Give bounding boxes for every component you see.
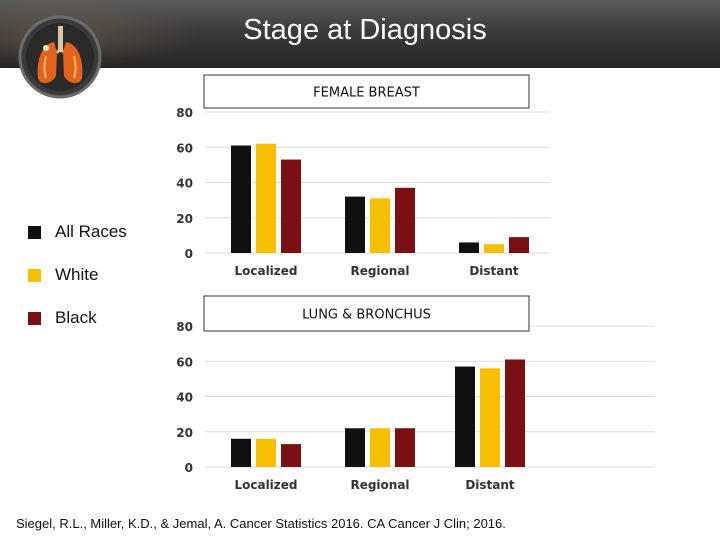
chart-title: LUNG & BRONCHUS bbox=[302, 308, 431, 323]
bar-distant-all-races bbox=[455, 366, 475, 467]
y-tick-label: 80 bbox=[176, 320, 193, 334]
bar-distant-all-races bbox=[459, 242, 479, 253]
y-tick-label: 20 bbox=[176, 426, 193, 440]
bar-distant-black bbox=[509, 237, 529, 253]
bar-localized-all-races bbox=[231, 145, 251, 253]
bar-distant-white bbox=[484, 244, 504, 253]
x-tick-label: Regional bbox=[350, 478, 409, 492]
legend-label-all-races: All Races bbox=[55, 222, 127, 241]
y-tick-label: 60 bbox=[176, 355, 193, 369]
y-tick-label: 0 bbox=[185, 461, 193, 475]
x-tick-label: Regional bbox=[350, 264, 409, 278]
y-tick-label: 20 bbox=[176, 212, 193, 226]
bar-localized-black bbox=[281, 444, 301, 467]
y-tick-label: 60 bbox=[176, 141, 193, 155]
legend-swatch-all-races bbox=[28, 226, 41, 239]
chart-title: FEMALE BREAST bbox=[313, 86, 420, 101]
header-bar bbox=[0, 0, 720, 68]
y-tick-label: 40 bbox=[176, 391, 193, 405]
bar-distant-black bbox=[505, 359, 525, 467]
bar-regional-all-races bbox=[345, 428, 365, 467]
y-tick-label: 0 bbox=[185, 247, 193, 261]
chart-title-box bbox=[203, 295, 530, 332]
bar-regional-all-races bbox=[345, 196, 365, 253]
x-tick-label: Distant bbox=[469, 264, 519, 278]
bar-regional-black bbox=[395, 187, 415, 253]
slide-title: Stage at Diagnosis bbox=[243, 14, 487, 46]
legend-label-black: Black bbox=[55, 308, 97, 327]
legend-swatch-black bbox=[28, 312, 41, 325]
bar-regional-white bbox=[370, 198, 390, 253]
y-tick-label: 80 bbox=[176, 106, 193, 120]
chart-lung-bronchus: 0 20 40 60 80 LUNG & BRONCHUS Localized Regiona… bbox=[176, 295, 655, 492]
bar-localized-white bbox=[256, 438, 276, 467]
bar-localized-all-races bbox=[231, 438, 251, 467]
legend-label-white: White bbox=[55, 265, 99, 284]
bar-localized-black bbox=[281, 159, 301, 253]
lungs-logo-icon bbox=[18, 15, 102, 99]
chart-female-breast: 0 20 40 60 80 FEMALE BREAST Localized Regional D… bbox=[176, 74, 550, 278]
x-tick-label: Localized bbox=[234, 264, 297, 278]
bar-regional-white bbox=[370, 428, 390, 467]
legend-swatch-white bbox=[28, 269, 41, 282]
bar-regional-black bbox=[395, 428, 415, 467]
chart-title-box bbox=[203, 74, 530, 109]
citation: Siegel, R.L., Miller, K.D., & Jemal, A. … bbox=[16, 516, 506, 531]
bar-distant-white bbox=[480, 368, 500, 467]
bar-localized-white bbox=[256, 143, 276, 253]
x-tick-label: Distant bbox=[465, 478, 515, 492]
y-tick-label: 40 bbox=[176, 177, 193, 191]
x-tick-label: Localized bbox=[234, 478, 297, 492]
